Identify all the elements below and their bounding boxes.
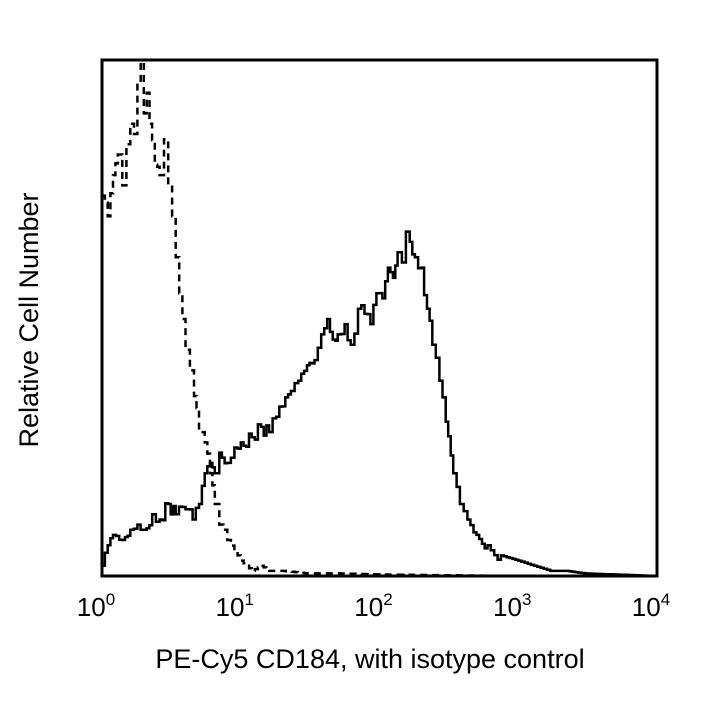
x-tick-label: 103 [493,590,531,622]
x-tick-label: 102 [354,590,392,622]
cd184-histogram [102,230,659,578]
y-axis-title: Relative Cell Number [14,192,44,447]
x-tick-label: 104 [632,590,670,622]
x-tick-label: 100 [77,590,115,622]
plot-series [102,60,659,578]
x-axis-title: PE-Cy5 CD184, with isotype control [155,644,584,674]
x-axis-ticks: 100 101 102 103 104 [77,590,670,622]
plot-frame [100,58,659,578]
x-tick-label: 101 [216,590,254,622]
